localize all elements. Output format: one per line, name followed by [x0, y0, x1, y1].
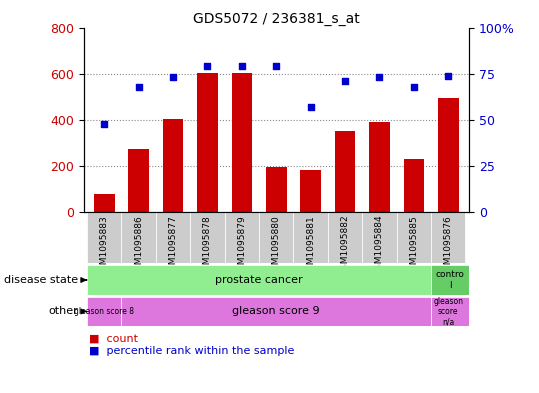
Point: [341, 78, 349, 84]
Bar: [259, 212, 293, 263]
Bar: [232, 73, 252, 212]
Bar: [335, 131, 355, 212]
Text: prostate cancer: prostate cancer: [215, 275, 303, 285]
Bar: [87, 212, 121, 263]
Bar: [87, 297, 121, 326]
Text: gleason
score
n/a: gleason score n/a: [433, 297, 464, 326]
Bar: [128, 149, 149, 212]
Point: [100, 120, 108, 127]
Text: GSM1095886: GSM1095886: [134, 215, 143, 275]
Text: GSM1095881: GSM1095881: [306, 215, 315, 275]
Bar: [362, 212, 397, 263]
Text: ■  count: ■ count: [89, 334, 138, 344]
Bar: [438, 98, 459, 212]
Bar: [369, 122, 390, 212]
Text: GSM1095880: GSM1095880: [272, 215, 281, 275]
Bar: [225, 212, 259, 263]
Point: [444, 72, 453, 79]
Text: gleason score 8: gleason score 8: [74, 307, 134, 316]
Bar: [197, 73, 218, 212]
Bar: [156, 212, 190, 263]
Text: GSM1095883: GSM1095883: [100, 215, 109, 275]
Point: [410, 83, 418, 90]
Bar: [121, 212, 156, 263]
Text: gleason score 9: gleason score 9: [232, 307, 320, 316]
Text: other: other: [49, 307, 78, 316]
Bar: [404, 159, 424, 212]
Text: GSM1095882: GSM1095882: [341, 215, 350, 275]
Title: GDS5072 / 236381_s_at: GDS5072 / 236381_s_at: [193, 13, 360, 26]
Bar: [293, 212, 328, 263]
Bar: [94, 194, 114, 212]
Bar: [266, 167, 287, 212]
Bar: [163, 119, 183, 212]
Bar: [190, 212, 225, 263]
Bar: [431, 297, 469, 326]
Bar: [431, 265, 469, 295]
Bar: [121, 297, 431, 326]
Point: [375, 74, 384, 81]
Text: GSM1095885: GSM1095885: [410, 215, 418, 275]
Point: [272, 63, 281, 70]
Text: contro
l: contro l: [436, 270, 465, 290]
Text: disease state: disease state: [4, 275, 78, 285]
Bar: [431, 212, 466, 263]
Bar: [87, 265, 431, 295]
Point: [169, 74, 177, 81]
Text: ■  percentile rank within the sample: ■ percentile rank within the sample: [89, 346, 294, 356]
Text: GSM1095877: GSM1095877: [169, 215, 177, 275]
Text: GSM1095879: GSM1095879: [237, 215, 246, 275]
Point: [134, 83, 143, 90]
Text: GSM1095876: GSM1095876: [444, 215, 453, 275]
Bar: [300, 169, 321, 212]
Point: [203, 63, 212, 70]
Bar: [328, 212, 362, 263]
Bar: [397, 212, 431, 263]
Point: [238, 63, 246, 70]
Text: GSM1095878: GSM1095878: [203, 215, 212, 275]
Point: [306, 104, 315, 110]
Text: GSM1095884: GSM1095884: [375, 215, 384, 275]
